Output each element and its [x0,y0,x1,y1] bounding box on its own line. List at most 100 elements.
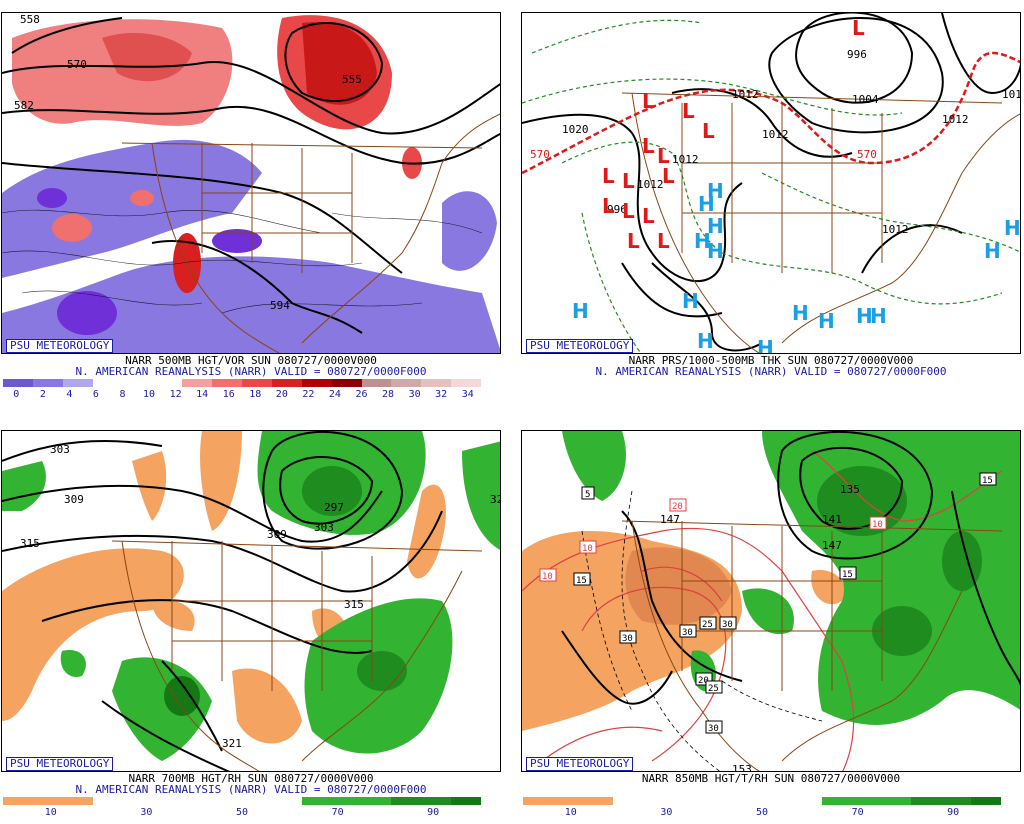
scale-tick-label: 32 [435,389,448,400]
scale-tick-label: 2 [39,389,46,400]
scale-tick-label: 6 [92,389,99,400]
scale-swatch [612,797,643,805]
low-symbol: L [642,204,655,228]
scale-swatch [361,797,392,805]
temperature-contours [522,450,1003,771]
scale-tick-label: 70 [331,807,344,818]
contour-label: 321 [222,737,242,750]
contour-label: 25 [708,684,719,694]
scale-tick-label: 12 [169,389,182,400]
high-symbol: H [707,214,724,238]
contour-label: 32 [490,493,501,506]
high-symbol: H [818,309,835,333]
panel-500mb-vorticity: 558 570 582 555 594 PSU METEOROLOGY NARR… [0,0,502,406]
vort-max [52,214,92,242]
moist-area [742,588,794,635]
low-symbol: L [657,144,670,168]
scale-swatch [552,797,583,805]
contour-label: 1012 [882,223,909,236]
color-scale [3,797,481,805]
contour-label: 315 [20,537,40,550]
vort-max [102,33,192,82]
scale-swatch [911,797,942,805]
scale-swatch [421,797,452,805]
scale-tick-label: 30 [408,389,421,400]
scale-swatch [182,379,213,387]
scale-tick-label: 18 [249,389,262,400]
scale-swatch [582,797,613,805]
scale-tick-label: 34 [461,389,474,400]
scale-tick-label: 10 [143,389,156,400]
color-scale [3,379,481,387]
scale-swatch [331,797,362,805]
color-scale [523,797,1001,805]
contour-label: 1012 [732,88,759,101]
low-symbol: L [702,119,715,143]
high-symbol: H [856,304,873,328]
scale-swatch [523,797,553,805]
map-850mb: 135 141 147 147 153 15 15 5 10 10 10 [521,430,1021,772]
contour-label: 10 [582,544,593,554]
scale-swatch [3,379,33,387]
contour-label: 1012 [762,128,789,141]
dry-area [132,451,167,521]
scale-swatch [971,797,1001,805]
vort-max [302,22,377,105]
scale-swatch [361,379,392,387]
map-500mb-svg: 558 570 582 555 594 [2,13,500,353]
contour-label: 141 [822,513,842,526]
contour-label: 147 [822,539,842,552]
scale-swatch [122,379,153,387]
scale-tick-label: 0 [13,389,20,400]
psu-credit: PSU METEOROLOGY [6,339,114,353]
scale-swatch [271,379,302,387]
high-symbol: H [792,301,809,325]
political-borders [111,540,483,771]
contour-label: 147 [660,513,680,526]
psu-credit: PSU METEOROLOGY [526,339,634,353]
contour-label: 315 [344,598,364,611]
map-title: NARR PRS/1000-500MB THK SUN 080727/0000V… [628,354,914,367]
contour-label: 570 [530,148,550,161]
scale-swatch [271,797,302,805]
map-pressure: 1020 1012 1004 1012 1012 1012 1012 1012 … [521,12,1021,354]
low-symbol: L [657,229,670,253]
contour-label: 555 [342,73,362,86]
high-symbol: H [757,336,774,354]
scale-tick-label: 22 [302,389,315,400]
dry-area [152,600,195,631]
map-850mb-svg: 135 141 147 147 153 15 15 5 10 10 10 [522,431,1020,771]
thickness-contours [522,19,1020,353]
moist-core [872,606,932,656]
high-symbol: H [682,289,699,313]
scale-tick-label: 30 [140,807,153,818]
scale-swatch [941,797,972,805]
scale-swatch [791,797,822,805]
scale-swatch [3,797,33,805]
contour-label: 309 [267,528,287,541]
map-subtitle: N. AMERICAN REANALYSIS (NARR) VALID = 08… [75,365,427,378]
low-symbol: L [682,99,695,123]
scale-ticks: 0 2 4 6 8 10 12 14 16 18 20 22 24 26 28 30 32 34 [3,389,481,401]
moist-core [164,676,200,716]
scale-swatch [62,797,93,805]
high-symbol: H [984,239,1001,263]
scale-tick-label: 8 [119,389,126,400]
contour-label: 558 [20,13,40,26]
high-symbol: H [707,179,724,203]
contour-label: 15 [982,476,993,486]
vort-min [212,229,262,253]
contour-label: 570 [67,58,87,71]
contour-label: 582 [14,99,34,112]
map-subtitle: N. AMERICAN REANALYSIS (NARR) VALID = 08… [595,365,947,378]
contour-label: 309 [64,493,84,506]
scale-ticks: 10 30 50 70 90 [3,807,481,819]
high-centers: H H H H H H H H H H H H H H H [572,179,1020,354]
contour-label: 1012 [672,153,699,166]
low-symbol: L [642,134,655,158]
scale-tick-label: 30 [660,807,673,818]
map-title: NARR 700MB HGT/RH SUN 080727/0000V000 [128,772,374,785]
scale-swatch [212,379,242,387]
contour-label: 30 [622,634,633,644]
vorticity-contours [2,209,483,314]
